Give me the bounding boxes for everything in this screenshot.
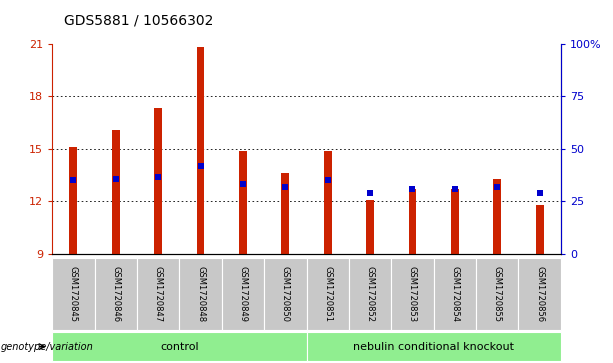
Text: GSM1720852: GSM1720852 [365, 266, 375, 322]
Bar [154, 109, 162, 254]
Bar [324, 151, 332, 254]
Bar [493, 179, 501, 254]
Bar [69, 147, 77, 254]
Text: GSM1720849: GSM1720849 [238, 266, 248, 322]
Text: GSM1720847: GSM1720847 [154, 266, 162, 322]
Text: nebulin conditional knockout: nebulin conditional knockout [353, 342, 514, 352]
Bar [281, 174, 289, 254]
Bar [112, 130, 120, 254]
Text: GDS5881 / 10566302: GDS5881 / 10566302 [64, 13, 214, 27]
Bar [451, 189, 459, 254]
Text: GSM1720853: GSM1720853 [408, 266, 417, 322]
Bar [197, 47, 204, 254]
Text: GSM1720855: GSM1720855 [493, 266, 502, 322]
Text: GSM1720845: GSM1720845 [69, 266, 78, 322]
Text: genotype/variation: genotype/variation [1, 342, 93, 352]
Text: GSM1720856: GSM1720856 [535, 266, 544, 322]
Text: GSM1720846: GSM1720846 [111, 266, 120, 322]
Bar [536, 205, 544, 254]
Text: control: control [160, 342, 199, 352]
Text: GSM1720848: GSM1720848 [196, 266, 205, 322]
Bar [409, 189, 416, 254]
Text: GSM1720854: GSM1720854 [451, 266, 459, 322]
Text: GSM1720850: GSM1720850 [281, 266, 290, 322]
Bar [239, 151, 246, 254]
Bar [367, 200, 374, 254]
Text: GSM1720851: GSM1720851 [323, 266, 332, 322]
